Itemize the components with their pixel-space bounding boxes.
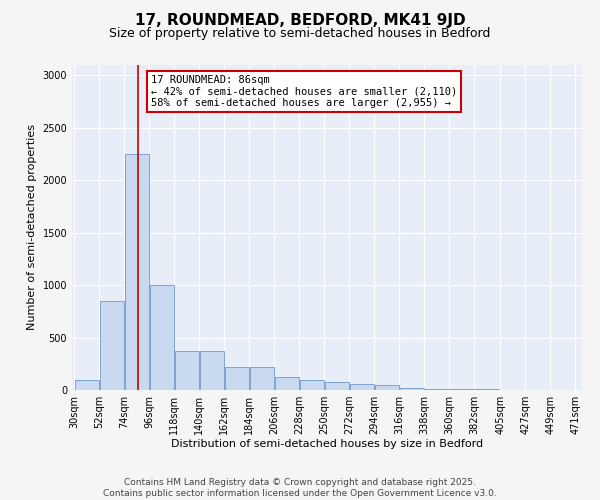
Bar (200, 350, 224, 390)
Bar (149, 285, 174, 390)
Text: 17 ROUNDMEAD: 86sqm
← 42% of semi-detached houses are smaller (2,110)
58% of sem: 17 ROUNDMEAD: 86sqm ← 42% of semi-detach… (151, 74, 457, 108)
X-axis label: Distribution of semi-detached houses by size in Bedford: Distribution of semi-detached houses by … (171, 438, 483, 448)
Text: Contains HM Land Registry data © Crown copyright and database right 2025.
Contai: Contains HM Land Registry data © Crown c… (103, 478, 497, 498)
Bar (125, 154, 149, 390)
Bar (175, 350, 199, 390)
Bar (299, 380, 324, 390)
Bar (425, 389, 449, 390)
Bar (275, 378, 299, 390)
Bar (374, 385, 398, 390)
Bar (250, 367, 274, 390)
Text: Size of property relative to semi-detached houses in Bedford: Size of property relative to semi-detach… (109, 28, 491, 40)
Bar (224, 367, 249, 390)
Y-axis label: Number of semi-detached properties: Number of semi-detached properties (27, 124, 37, 330)
Bar (75, 380, 99, 390)
Bar (325, 382, 349, 390)
Bar (100, 301, 124, 390)
Bar (350, 384, 374, 390)
Bar (400, 388, 424, 390)
Text: 17, ROUNDMEAD, BEDFORD, MK41 9JD: 17, ROUNDMEAD, BEDFORD, MK41 9JD (134, 12, 466, 28)
